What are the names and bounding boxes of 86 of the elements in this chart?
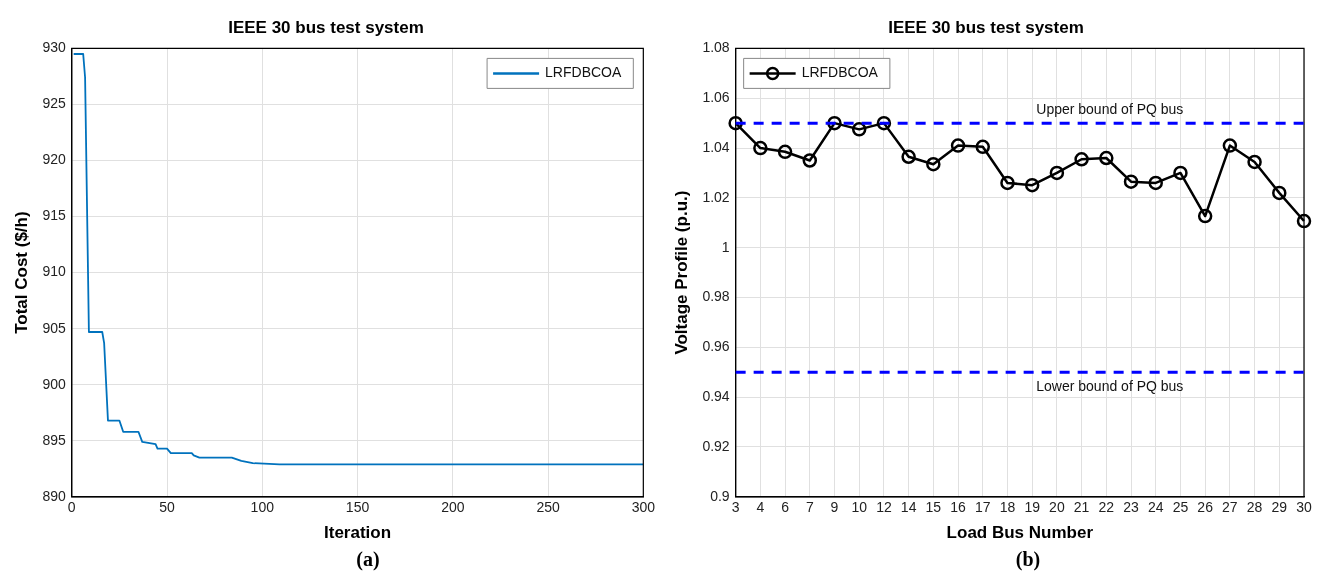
x-tick-label: 14 <box>900 499 917 516</box>
x-tick-label: 16 <box>950 499 967 516</box>
chart-title: IEEE 30 bus test system <box>228 17 424 37</box>
point <box>851 122 867 137</box>
text: (a) <box>355 548 381 571</box>
x-tick-label: 100 <box>250 499 275 516</box>
x-tick-label: 20 <box>1049 499 1065 516</box>
y-tick-label: 930 <box>42 39 66 56</box>
x-tick-label: 29 <box>1271 499 1288 516</box>
point <box>901 149 916 165</box>
y-tick-label: 0.94 <box>702 388 730 405</box>
chart-title: IEEE 30 bus test system <box>888 17 1084 37</box>
point <box>777 144 793 160</box>
x-tick-label: 15 <box>925 499 942 516</box>
x-tick-label: 0 <box>67 499 76 516</box>
x-tick-label: 250 <box>536 499 560 516</box>
point <box>1222 138 1238 153</box>
x-tick-label: 19 <box>1024 499 1041 516</box>
y-tick-label: 1.02 <box>702 188 730 205</box>
x-tick-label: 26 <box>1197 499 1214 516</box>
point <box>827 115 842 131</box>
y-tick-label: 925 <box>42 95 66 112</box>
ref-line-label: Upper bound of PQ bus <box>1036 100 1184 117</box>
x-tick-label: 12 <box>876 499 892 516</box>
point <box>1197 208 1213 224</box>
x-tick-label: 18 <box>999 499 1016 516</box>
y-tick-label: 1.04 <box>702 138 730 155</box>
y-tick-label: 895 <box>42 431 66 448</box>
y-axis-title: Voltage Profile (p.u.) <box>671 190 691 355</box>
point <box>1099 150 1114 166</box>
x-tick-label: 22 <box>1098 499 1115 516</box>
point <box>1123 174 1139 189</box>
x-tick-label: 10 <box>851 499 868 516</box>
x-tick-label: 28 <box>1246 499 1263 516</box>
point <box>926 156 941 172</box>
point <box>802 153 818 168</box>
x-tick-label: 24 <box>1147 499 1164 516</box>
point <box>1173 165 1188 181</box>
x-tick-label: 3 <box>731 499 740 516</box>
y-tick-label: 1.08 <box>702 39 730 56</box>
point <box>753 140 768 156</box>
y-tick-label: 0.92 <box>702 437 730 454</box>
x-tick-label: 4 <box>756 499 765 516</box>
x-tick-label: 300 <box>631 499 656 516</box>
point <box>1074 152 1089 167</box>
y-tick-label: 1 <box>721 238 730 255</box>
x-axis-title: Load Bus Number <box>946 523 1094 543</box>
legend-label: LRFDBCOA <box>545 64 622 81</box>
legend-label: LRFDBCOA <box>801 64 879 81</box>
y-tick-label: 1.06 <box>702 89 730 106</box>
x-tick-label: 25 <box>1172 499 1189 516</box>
x-tick-label: 27 <box>1222 499 1238 516</box>
point <box>1000 175 1015 191</box>
x-tick-label: 7 <box>805 499 814 516</box>
point <box>950 138 966 153</box>
y-tick-label: 0.9 <box>710 487 730 504</box>
point <box>1049 165 1065 181</box>
y-axis-title: Total Cost ($/h) <box>11 211 31 334</box>
y-tick-label: 910 <box>42 263 66 280</box>
y-tick-label: 890 <box>42 487 66 504</box>
x-axis-title: Iteration <box>324 523 392 543</box>
y-tick-label: 915 <box>42 207 66 224</box>
x-tick-label: 200 <box>441 499 465 516</box>
point <box>1247 154 1262 170</box>
point <box>1024 177 1040 193</box>
y-tick-label: 905 <box>42 319 66 336</box>
point <box>728 115 743 131</box>
x-tick-label: 9 <box>830 499 839 516</box>
point <box>876 115 892 131</box>
y-tick-label: 0.98 <box>702 288 730 305</box>
x-tick-label: 21 <box>1073 499 1090 516</box>
x-tick-label: 150 <box>345 499 370 516</box>
x-tick-label: 50 <box>159 499 176 516</box>
x-tick-label: 17 <box>974 499 991 516</box>
point <box>1296 213 1312 229</box>
y-tick-label: 900 <box>42 375 66 392</box>
text: (b) <box>1014 548 1042 571</box>
ref-line-label: Lower bound of PQ bus <box>1036 378 1184 395</box>
point <box>1272 185 1287 201</box>
x-tick-label: 23 <box>1123 499 1140 516</box>
x-tick-label: 30 <box>1296 499 1312 516</box>
point <box>975 139 991 155</box>
y-tick-label: 0.96 <box>702 338 730 355</box>
x-tick-label: 6 <box>781 499 790 516</box>
point <box>1148 175 1163 191</box>
y-tick-label: 920 <box>42 151 66 168</box>
